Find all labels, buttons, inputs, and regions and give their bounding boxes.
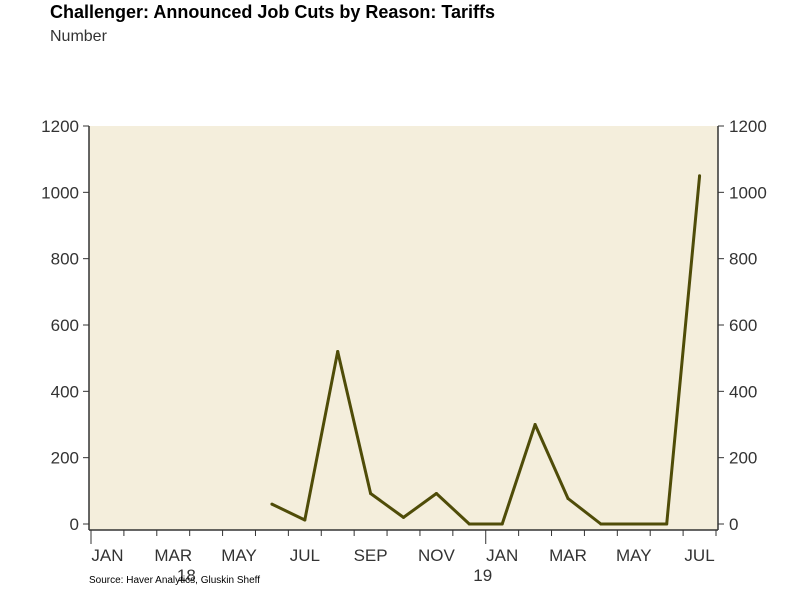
right-y-tick-label: 600 xyxy=(729,316,757,335)
data-point xyxy=(336,350,340,354)
x-tick-label: MAY xyxy=(221,546,257,565)
left-y-axis: 0 200 400 600 800 1000 1200 xyxy=(41,117,90,534)
right-y-tick-label: 1200 xyxy=(729,117,767,136)
left-y-tick-label: 800 xyxy=(51,250,79,269)
x-tick-label: JUL xyxy=(290,546,320,565)
source-note: Source: Haver Analytics, Gluskin Sheff xyxy=(89,575,261,586)
x-tick-label: JUL xyxy=(684,546,714,565)
left-y-tick-label: 600 xyxy=(51,316,79,335)
data-point xyxy=(500,522,504,526)
right-y-tick-label: 800 xyxy=(729,250,757,269)
x-tick-label: MAR xyxy=(154,546,192,565)
plot-area xyxy=(89,126,718,530)
series-line-tariffs xyxy=(271,175,702,526)
x-tick-label: MAY xyxy=(616,546,652,565)
data-point xyxy=(303,518,307,522)
x-year-label: 18 xyxy=(177,566,196,585)
right-y-tick-label: 0 xyxy=(729,515,738,534)
data-point xyxy=(270,502,274,506)
left-y-tick-label: 1000 xyxy=(41,183,79,202)
data-point xyxy=(533,423,537,426)
chart-title: Challenger: Announced Job Cuts by Reason… xyxy=(50,2,496,22)
x-tick-label: JAN xyxy=(486,546,518,565)
data-point xyxy=(698,174,702,178)
left-y-tick-label: 0 xyxy=(70,515,79,534)
chart-subtitle: Number xyxy=(50,28,107,45)
left-y-tick-label: 400 xyxy=(51,382,79,401)
x-tick-label: JAN xyxy=(91,546,123,565)
x-year-label: 19 xyxy=(473,566,492,585)
data-point xyxy=(566,496,570,500)
x-tick-label: MAR xyxy=(549,546,587,565)
data-point xyxy=(599,522,603,526)
x-tick-label: NOV xyxy=(418,546,456,565)
left-y-tick-label: 200 xyxy=(51,449,79,468)
right-y-tick-label: 400 xyxy=(729,382,757,401)
data-point xyxy=(665,522,669,526)
left-y-tick-label: 1200 xyxy=(41,117,79,136)
data-point xyxy=(467,522,471,526)
data-point xyxy=(402,515,405,519)
data-point xyxy=(369,491,373,495)
right-y-axis: 0 200 400 600 800 1000 1200 xyxy=(717,117,767,534)
x-axis: JAN MAR MAY JUL SEP NOV JAN MAR MAY JUL 18 19 xyxy=(89,529,718,585)
right-y-tick-label: 1000 xyxy=(729,183,767,202)
data-point xyxy=(632,522,636,526)
right-y-tick-label: 200 xyxy=(729,449,757,468)
x-tick-label: SEP xyxy=(354,546,388,565)
series-layer xyxy=(270,174,702,526)
data-point xyxy=(434,491,438,495)
